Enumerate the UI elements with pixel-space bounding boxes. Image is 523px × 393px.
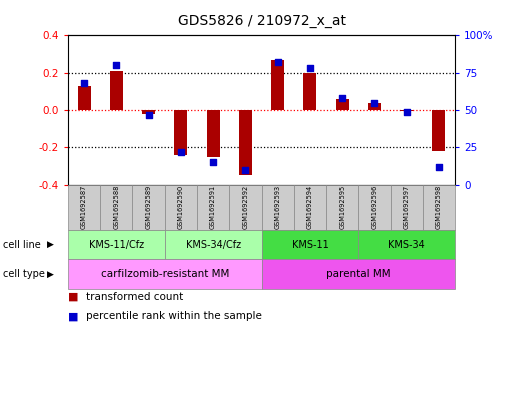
Text: GSM1692593: GSM1692593	[275, 185, 281, 230]
Text: GSM1692591: GSM1692591	[210, 185, 216, 230]
Text: KMS-11: KMS-11	[291, 240, 328, 250]
Bar	[175, 110, 187, 155]
Text: GSM1692596: GSM1692596	[371, 185, 378, 230]
Text: ▶: ▶	[47, 270, 54, 279]
Point	[274, 59, 282, 65]
Text: GSM1692588: GSM1692588	[113, 185, 119, 230]
Bar	[271, 60, 284, 110]
Text: percentile rank within the sample: percentile rank within the sample	[86, 311, 262, 321]
Text: KMS-34/Cfz: KMS-34/Cfz	[186, 240, 241, 250]
Point	[338, 95, 346, 101]
Text: cell type: cell type	[3, 269, 44, 279]
Point	[241, 167, 249, 173]
Point	[112, 62, 120, 68]
Point	[80, 80, 88, 86]
Text: GSM1692590: GSM1692590	[178, 185, 184, 230]
Text: ■: ■	[68, 311, 78, 321]
Text: GDS5826 / 210972_x_at: GDS5826 / 210972_x_at	[177, 14, 346, 28]
Text: cell line: cell line	[3, 240, 40, 250]
Point	[403, 108, 411, 115]
Bar	[142, 110, 155, 114]
Text: GSM1692587: GSM1692587	[81, 185, 87, 230]
Bar	[400, 110, 413, 111]
Text: GSM1692589: GSM1692589	[145, 185, 152, 230]
Bar	[336, 99, 348, 110]
Text: GSM1692592: GSM1692592	[242, 185, 248, 230]
Point	[370, 99, 379, 106]
Text: GSM1692594: GSM1692594	[307, 185, 313, 230]
Text: GSM1692598: GSM1692598	[436, 185, 442, 230]
Text: GSM1692595: GSM1692595	[339, 185, 345, 230]
Text: carfilzomib-resistant MM: carfilzomib-resistant MM	[100, 269, 229, 279]
Point	[209, 159, 218, 165]
Text: ▶: ▶	[47, 240, 54, 249]
Point	[305, 65, 314, 72]
Bar	[239, 110, 252, 175]
Bar	[78, 86, 90, 110]
Text: KMS-11/Cfz: KMS-11/Cfz	[89, 240, 144, 250]
Point	[144, 111, 153, 118]
Bar	[110, 71, 123, 110]
Text: transformed count: transformed count	[86, 292, 184, 302]
Point	[177, 149, 185, 155]
Text: KMS-34: KMS-34	[388, 240, 425, 250]
Bar	[368, 103, 381, 110]
Text: parental MM: parental MM	[326, 269, 391, 279]
Text: ■: ■	[68, 292, 78, 302]
Bar	[303, 73, 316, 110]
Text: GSM1692597: GSM1692597	[404, 185, 410, 230]
Bar	[433, 110, 445, 151]
Bar	[207, 110, 220, 157]
Point	[435, 163, 443, 170]
